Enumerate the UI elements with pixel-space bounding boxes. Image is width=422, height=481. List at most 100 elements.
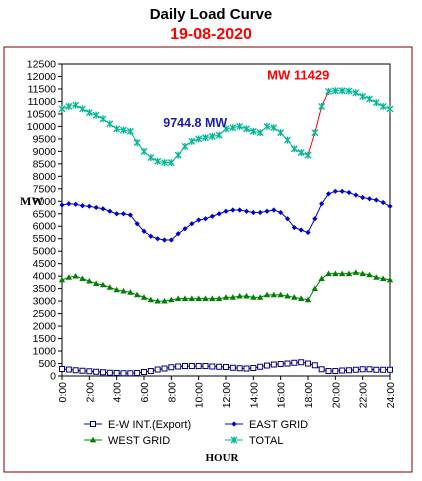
series-line-segment (314, 106, 323, 133)
y-tick-label: 3000 (33, 296, 57, 308)
data-point (66, 201, 72, 207)
data-point (256, 129, 264, 137)
data-point (311, 362, 318, 369)
data-point (141, 228, 147, 234)
x-tick-label: 12:00 (221, 382, 233, 408)
data-point (100, 206, 106, 212)
data-point (236, 365, 243, 372)
data-point (339, 188, 345, 194)
data-point (79, 203, 86, 209)
data-point (168, 296, 175, 303)
data-point (278, 209, 284, 216)
data-point (182, 226, 188, 232)
data-point (373, 197, 379, 203)
data-point (250, 209, 256, 216)
annotation-layer: MW 11429 9744.8 MW (163, 68, 329, 130)
x-tick-label: 4:00 (112, 382, 124, 403)
data-point (366, 271, 373, 278)
data-point (236, 122, 244, 130)
data-point (195, 363, 202, 370)
data-point (113, 370, 120, 377)
data-point (222, 294, 230, 300)
y-tick-label: 10000 (27, 121, 56, 133)
legend-label: E-W INT.(Export) (108, 419, 191, 431)
data-point (209, 295, 216, 302)
data-point (360, 194, 366, 201)
x-tick-label: 0:00 (57, 382, 69, 403)
data-point (106, 284, 114, 290)
data-point (345, 270, 353, 277)
series-line-segment (205, 135, 213, 139)
x-tick-label: 6:00 (139, 382, 151, 403)
data-point (298, 227, 304, 233)
data-point (79, 367, 86, 374)
data-point (236, 292, 243, 299)
data-point (256, 294, 264, 300)
y-tick-label: 11500 (28, 83, 57, 95)
x-tick-label: 14:00 (248, 382, 260, 408)
data-point (277, 361, 284, 368)
data-point (147, 154, 155, 162)
series-layer (58, 87, 394, 377)
data-point (379, 102, 387, 110)
data-point (134, 370, 141, 377)
data-point (338, 87, 346, 95)
data-point (243, 365, 250, 372)
data-point (318, 275, 325, 282)
series-line-segment (212, 134, 220, 137)
y-tick-label: 8500 (33, 158, 57, 170)
y-tick-label: 4500 (33, 258, 57, 270)
chart-subtitle: 19-08-2020 (170, 26, 252, 43)
series-line-segment (232, 125, 240, 129)
data-point (59, 366, 65, 373)
y-tick-label: 2500 (33, 308, 57, 320)
data-point (291, 294, 298, 300)
data-point (318, 366, 325, 373)
x-tick-label: 18:00 (303, 382, 315, 408)
legend-label: WEST GRID (108, 435, 170, 447)
legend-item: E-W INT.(Export) (84, 419, 191, 431)
data-point (65, 366, 72, 373)
data-point (243, 208, 250, 214)
data-point (127, 370, 134, 377)
legend-marker (89, 436, 97, 443)
data-point (127, 289, 134, 295)
data-point (114, 211, 120, 217)
data-point (93, 204, 99, 211)
series-line-segment (198, 137, 206, 140)
data-point (270, 361, 277, 368)
data-point (223, 208, 229, 214)
data-point (290, 145, 298, 153)
data-point (346, 367, 352, 374)
data-point (380, 366, 387, 373)
data-point (372, 99, 380, 107)
data-point (338, 270, 346, 277)
legend-label: EAST GRID (249, 419, 308, 431)
x-axis-label: HOUR (206, 452, 240, 464)
data-point (304, 151, 312, 159)
data-point (387, 203, 393, 209)
data-point (270, 124, 278, 132)
series-east-grid (59, 188, 393, 243)
data-point (120, 211, 127, 217)
data-point (379, 275, 387, 282)
y-axis: 0500100015002000250030003500400045005000… (27, 59, 62, 383)
data-point (155, 236, 161, 242)
data-point (346, 189, 352, 196)
data-point (65, 102, 73, 110)
data-point (161, 237, 168, 243)
data-point (243, 292, 250, 299)
data-point (332, 188, 338, 194)
data-point (352, 366, 359, 373)
data-point (202, 363, 209, 370)
data-point (223, 364, 229, 371)
data-point (202, 134, 209, 142)
data-point (311, 129, 319, 137)
series-total (58, 87, 394, 167)
data-point (373, 366, 380, 373)
data-point (147, 368, 154, 375)
y-tick-label: 10500 (27, 108, 56, 120)
x-tick-label: 22:00 (358, 382, 370, 408)
data-point (161, 297, 168, 304)
